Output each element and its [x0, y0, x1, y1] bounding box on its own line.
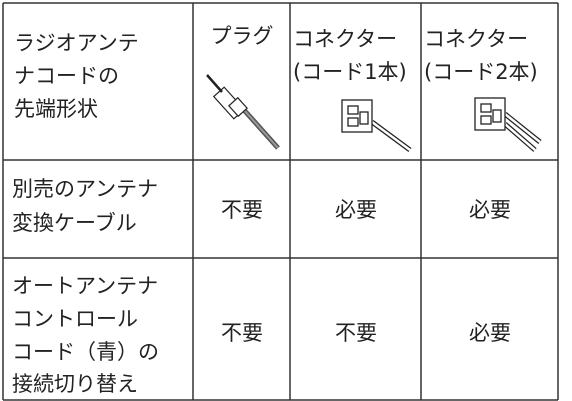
cell: 必要 — [335, 198, 377, 222]
cell: 必要 — [469, 321, 511, 345]
cell: 不要 — [221, 321, 263, 345]
column-header: プラグ — [211, 24, 274, 48]
row-label: オートアンテナ — [12, 274, 158, 298]
cell: 不要 — [335, 321, 377, 345]
row-label: 変換ケーブル — [12, 211, 137, 235]
column-header: (コード1本) — [293, 60, 407, 84]
connector-icon — [341, 99, 412, 153]
column-header: コネクター — [424, 27, 528, 51]
cell: 不要 — [221, 198, 263, 222]
row-label: コード（青）の — [12, 340, 159, 364]
column-header: コネクター — [293, 27, 397, 51]
header-label: ラジオアンテ — [14, 31, 139, 55]
header-label: ナコードの — [14, 64, 119, 88]
plug-icon — [206, 74, 280, 150]
cell: 必要 — [469, 198, 511, 222]
row-label: 別売のアンテナ — [12, 177, 158, 201]
row-label: 接続切り替え — [12, 372, 138, 396]
header-label: 先端形状 — [14, 97, 98, 121]
table-grid — [2, 2, 559, 401]
row-label: コントロール — [12, 307, 138, 331]
connector-icon — [474, 97, 542, 152]
column-header: (コード2本) — [424, 60, 538, 84]
